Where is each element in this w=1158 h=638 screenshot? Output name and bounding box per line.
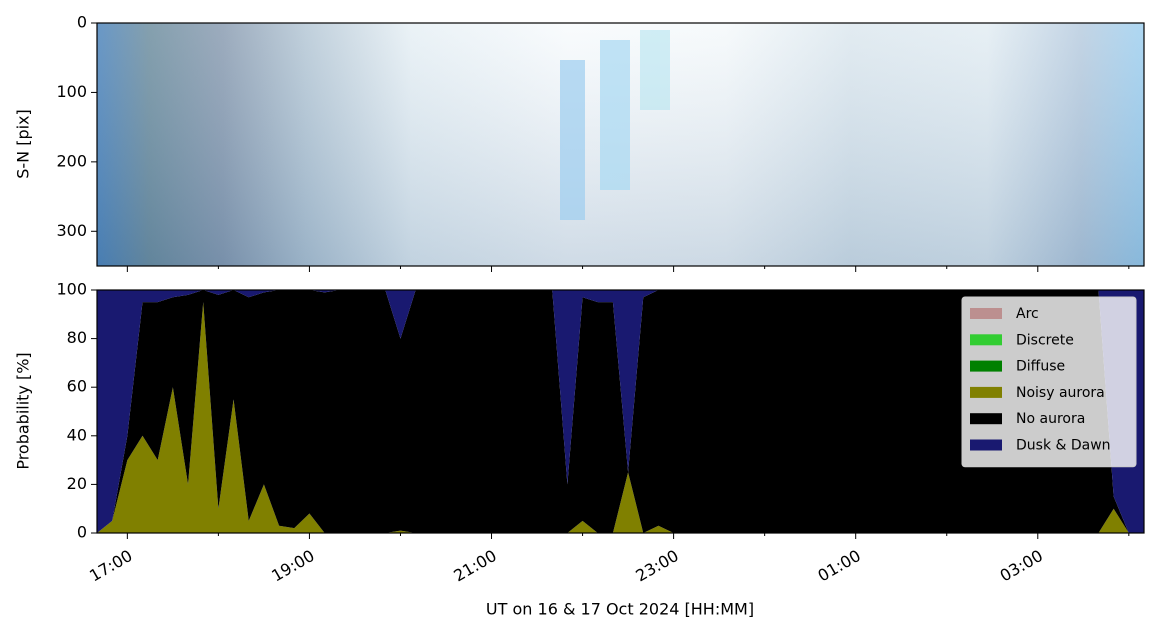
y-tick-label: 20 [67, 474, 87, 493]
axes-frame [96, 289, 1145, 534]
y-tick-label: 0 [77, 523, 87, 542]
axes-frame [96, 22, 1145, 267]
x-tick-label: 03:00 [997, 546, 1046, 586]
y-tick-label: 80 [67, 328, 87, 347]
x-tick-label: 17:00 [86, 546, 135, 586]
y-tick-label: 40 [67, 425, 87, 444]
legend-swatch [970, 386, 1002, 398]
y-tick-label: 200 [56, 151, 87, 170]
legend-label: Dusk & Dawn [1016, 438, 1111, 454]
keogram-patch [600, 40, 630, 190]
probability-panel: Probability [%] UT on 16 & 17 Oct 2024 [… [14, 280, 1145, 619]
area [97, 302, 1144, 533]
y-axis-label: Probability [%] [14, 352, 33, 469]
keogram-patch [560, 60, 585, 220]
y-tick-label: 0 [77, 13, 87, 32]
legend: Arc Discrete Diffuse Noisy aurora No aurora D… [961, 296, 1137, 468]
x-tick-label: 01:00 [815, 546, 864, 586]
keogram-patch [640, 30, 670, 110]
x-axis-label: UT on 16 & 17 Oct 2024 [HH:MM] [486, 600, 754, 619]
y-tick-label: 100 [56, 280, 87, 299]
legend-swatch [970, 413, 1002, 425]
area [97, 290, 1144, 533]
legend-label: Discrete [1016, 332, 1074, 348]
legend-swatch [970, 360, 1002, 372]
legend-label: No aurora [1016, 411, 1085, 427]
y-axis-label: S-N [pix] [14, 109, 33, 179]
x-tick-label: 23:00 [632, 546, 681, 586]
y-tick-label: 100 [56, 82, 87, 101]
y-tick-label: 300 [56, 221, 87, 240]
area [97, 290, 1144, 533]
legend-label: Noisy aurora [1016, 385, 1105, 401]
y-tick-label: 60 [67, 377, 87, 396]
legend-box [961, 296, 1137, 468]
legend-label: Arc [1016, 306, 1039, 322]
legend-label: Diffuse [1016, 359, 1065, 375]
legend-swatch [970, 308, 1002, 319]
keogram-panel: S-N [pix] 0 100 200 300 [14, 13, 1145, 272]
x-tick-label: 21:00 [450, 546, 499, 586]
legend-swatch [970, 334, 1002, 346]
x-tick-label: 19:00 [268, 546, 317, 586]
legend-swatch [970, 439, 1002, 451]
